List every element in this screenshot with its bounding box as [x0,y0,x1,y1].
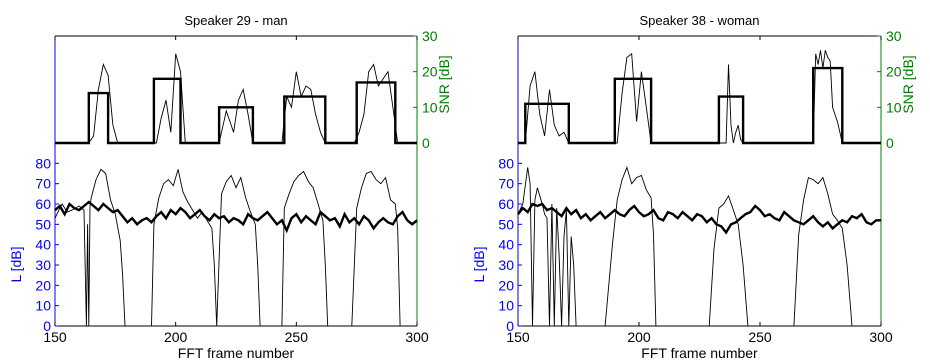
level-thick-line [54,200,418,234]
right-y-axis-label: SNR [dB] [900,55,916,113]
left-y-tick-label: 10 [498,298,514,314]
left-y-tick-label: 50 [498,216,514,232]
x-axis-label: FFT frame number [178,345,295,361]
right-y-tick-label: 20 [886,64,902,80]
left-y-tick-label: 70 [35,176,51,192]
left-y-axis-label: L [dB] [471,246,487,282]
level-thin-line [54,168,417,327]
left-y-tick-label: 0 [506,318,514,334]
right-y-tick-label: 0 [422,135,430,151]
snr-thin-line [55,53,417,144]
right-y-tick-label: 30 [886,28,902,44]
left-y-tick-label: 30 [35,257,51,273]
x-tick-label: 300 [405,329,429,345]
left-y-tick-label: 40 [498,237,514,253]
chart-title: Speaker 38 - woman [640,13,760,28]
x-tick-label: 200 [627,329,651,345]
left-y-tick-label: 10 [35,298,51,314]
right-y-axis-label: SNR [dB] [436,55,452,113]
left-y-axis-label: L [dB] [8,246,24,282]
x-tick-label: 200 [164,329,188,345]
x-tick-label: 250 [285,329,309,345]
snr-thin-line [518,50,881,144]
left-y-tick-label: 30 [498,257,514,273]
snr-thick-line [55,77,417,145]
level-thick-line [517,202,881,235]
left-y-tick-label: 80 [498,155,514,171]
left-y-tick-label: 70 [498,176,514,192]
chart-title: Speaker 29 - man [184,13,287,28]
right-y-tick-label: 10 [422,99,438,115]
left-y-tick-label: 50 [35,216,51,232]
left-y-tick-label: 20 [498,277,514,293]
left-y-tick-label: 60 [35,196,51,212]
x-tick-label: 150 [43,329,67,345]
right-y-tick-label: 0 [886,135,894,151]
right-y-tick-label: 30 [422,28,438,44]
left-y-tick-label: 60 [498,196,514,212]
x-tick-label: 150 [506,329,530,345]
left-y-tick-label: 80 [35,155,51,171]
left-y-tick-label: 0 [43,318,51,334]
level-thin-line [517,166,881,327]
right-y-tick-label: 10 [886,99,902,115]
left-y-tick-label: 20 [35,277,51,293]
left-y-tick-label: 40 [35,237,51,253]
snr-thick-line [518,66,881,145]
right-y-tick-label: 20 [422,64,438,80]
x-tick-label: 300 [869,329,893,345]
x-axis-label: FFT frame number [641,345,758,361]
x-tick-label: 250 [748,329,772,345]
